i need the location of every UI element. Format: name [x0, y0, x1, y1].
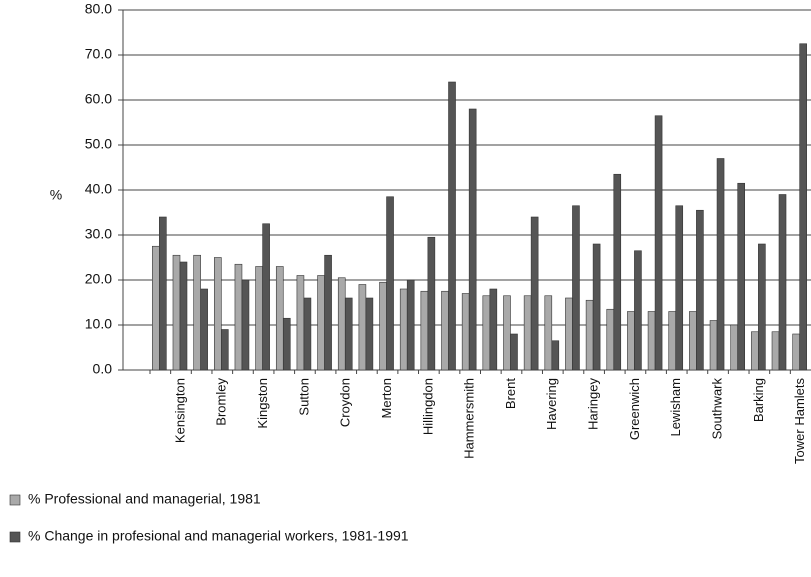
bar	[337, 277, 346, 371]
bar	[200, 288, 208, 371]
bar	[530, 216, 539, 371]
bar	[386, 196, 394, 371]
bar	[778, 194, 787, 371]
bar	[647, 311, 656, 371]
bar	[572, 205, 580, 371]
bar	[441, 290, 449, 371]
bar	[262, 223, 270, 371]
bar	[234, 263, 243, 371]
bar	[503, 295, 511, 371]
bar	[461, 293, 470, 371]
bar	[737, 182, 746, 371]
legend-label: % Professional and managerial, 1981	[28, 491, 261, 507]
bar	[482, 295, 491, 371]
x-tick-label: Sutton	[296, 378, 311, 416]
bar	[799, 43, 807, 371]
x-tick-label: Hammersmith	[462, 378, 477, 459]
bar	[468, 108, 477, 371]
x-tick-label: Merton	[379, 378, 394, 418]
bar	[523, 295, 532, 371]
bar	[220, 329, 229, 371]
bar	[193, 254, 201, 371]
bar	[675, 205, 684, 371]
bar	[448, 81, 456, 371]
bar	[420, 290, 429, 371]
bar	[592, 243, 601, 371]
bar	[344, 297, 353, 371]
bar	[585, 299, 594, 371]
x-tick-label: Lewisham	[668, 378, 683, 437]
bar	[406, 279, 415, 371]
x-tick-label: Brent	[503, 378, 518, 409]
bar	[792, 333, 800, 371]
bar	[324, 254, 332, 371]
bar	[358, 284, 367, 371]
y-tick-label: 20.0	[85, 271, 112, 287]
bar	[510, 333, 518, 371]
y-tick-label: 70.0	[85, 46, 112, 62]
bar	[758, 243, 766, 371]
y-tick-label: 60.0	[85, 91, 112, 107]
bar	[296, 275, 305, 371]
bar	[544, 295, 553, 371]
bar	[317, 275, 325, 371]
bar	[751, 331, 759, 371]
legend-label: % Change in profesional and managerial w…	[28, 528, 409, 544]
bar	[696, 209, 704, 371]
bar	[716, 158, 725, 371]
bar	[365, 297, 374, 371]
bar	[213, 257, 222, 371]
bar	[179, 261, 188, 371]
x-tick-label: Southwark	[709, 378, 724, 440]
bar	[379, 281, 387, 371]
bar	[241, 279, 250, 371]
bar	[551, 340, 560, 371]
bar	[303, 297, 312, 371]
x-tick-label: Croydon	[338, 378, 353, 427]
bar	[399, 288, 408, 371]
bar	[275, 266, 284, 371]
bar	[606, 308, 615, 371]
bar	[654, 115, 663, 371]
legend-swatch	[9, 531, 21, 543]
x-tick-label: Kingston	[255, 378, 270, 429]
bar	[152, 245, 160, 371]
y-tick-label: 50.0	[85, 136, 112, 152]
bar	[634, 250, 642, 371]
bar	[709, 320, 718, 371]
x-tick-label: Hillingdon	[420, 378, 435, 435]
x-tick-label: Tower Hamlets	[792, 378, 807, 464]
x-tick-label: Havering	[544, 378, 559, 430]
bar	[730, 324, 739, 371]
bar	[771, 331, 780, 371]
bar	[627, 311, 635, 371]
y-tick-label: 0.0	[93, 361, 113, 377]
y-tick-label: 80.0	[85, 1, 112, 17]
x-tick-label: Barking	[751, 378, 766, 422]
bar	[159, 216, 167, 371]
y-tick-label: 10.0	[85, 316, 112, 332]
x-tick-label: Haringey	[586, 378, 601, 431]
y-axis-label: %	[50, 187, 62, 203]
bar	[255, 266, 263, 371]
x-tick-label: Greenwich	[627, 378, 642, 440]
bar	[489, 288, 498, 371]
y-tick-label: 30.0	[85, 226, 112, 242]
bar	[172, 254, 181, 371]
bar	[689, 311, 697, 371]
legend-swatch	[9, 494, 21, 506]
bar	[668, 311, 677, 371]
bar	[565, 297, 573, 371]
y-tick-label: 40.0	[85, 181, 112, 197]
bar	[282, 317, 291, 371]
x-tick-label: Bromley	[214, 378, 229, 426]
bar	[613, 173, 622, 371]
x-tick-label: Kensington	[172, 378, 187, 443]
bar	[427, 236, 436, 371]
